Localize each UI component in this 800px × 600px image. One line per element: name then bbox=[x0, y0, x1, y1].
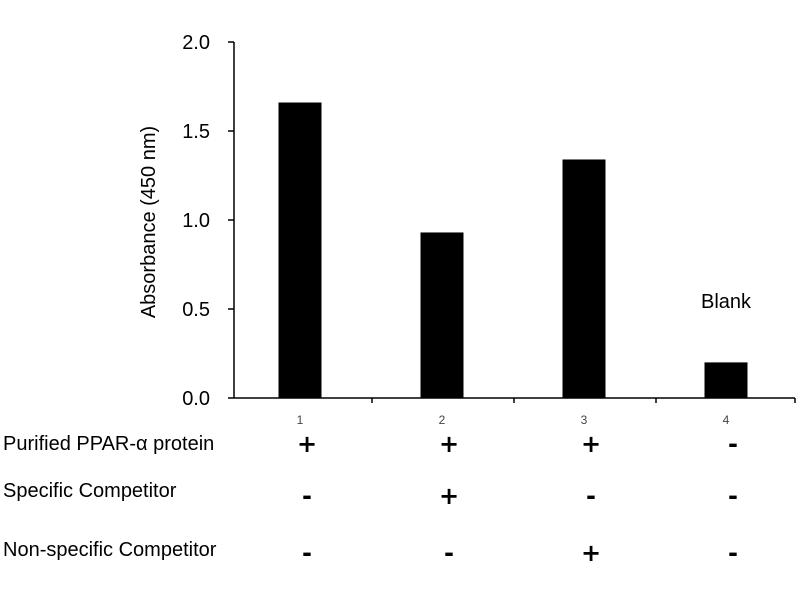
y-tick-label: 0.5 bbox=[182, 299, 210, 321]
y-tick-label: 1.0 bbox=[182, 210, 210, 232]
y-tick-label: 2.0 bbox=[182, 32, 210, 54]
conditions-table: Purified PPAR-α protein + + + - Specific Comp… bbox=[3, 430, 738, 567]
x-axis bbox=[234, 397, 796, 403]
x-tick-label: 2 bbox=[439, 413, 446, 427]
minus-mark: - bbox=[728, 430, 738, 458]
minus-mark: - bbox=[444, 539, 454, 567]
condition-label: Purified PPAR-α protein bbox=[3, 433, 214, 455]
bar bbox=[704, 362, 748, 398]
x-tick-label: 4 bbox=[723, 413, 730, 427]
bars bbox=[278, 102, 748, 399]
bar bbox=[278, 102, 322, 399]
bar bbox=[562, 159, 606, 398]
annotations: Blank bbox=[701, 291, 752, 313]
plus-mark: + bbox=[439, 430, 459, 458]
bar bbox=[420, 232, 464, 398]
x-tick-labels: 1 2 3 4 bbox=[297, 413, 730, 427]
condition-label: Specific Competitor bbox=[3, 480, 177, 502]
minus-mark: - bbox=[728, 539, 738, 567]
minus-mark: - bbox=[302, 539, 312, 567]
plus-mark: + bbox=[581, 539, 601, 567]
minus-mark: - bbox=[586, 482, 596, 510]
plus-mark: + bbox=[439, 482, 459, 510]
x-tick-label: 3 bbox=[581, 413, 588, 427]
plus-mark: + bbox=[297, 430, 317, 458]
y-tick-label: 0.0 bbox=[182, 388, 210, 410]
y-axis-label: Absorbance (450 nm) bbox=[138, 126, 160, 318]
plus-mark: + bbox=[581, 430, 601, 458]
condition-label: Non-specific Competitor bbox=[3, 539, 217, 561]
blank-annotation: Blank bbox=[701, 291, 752, 313]
x-tick-label: 1 bbox=[297, 413, 304, 427]
y-tick-label: 1.5 bbox=[182, 121, 210, 143]
minus-mark: - bbox=[728, 482, 738, 510]
y-axis: 0.0 0.5 1.0 1.5 2.0 bbox=[182, 32, 235, 410]
minus-mark: - bbox=[302, 482, 312, 510]
